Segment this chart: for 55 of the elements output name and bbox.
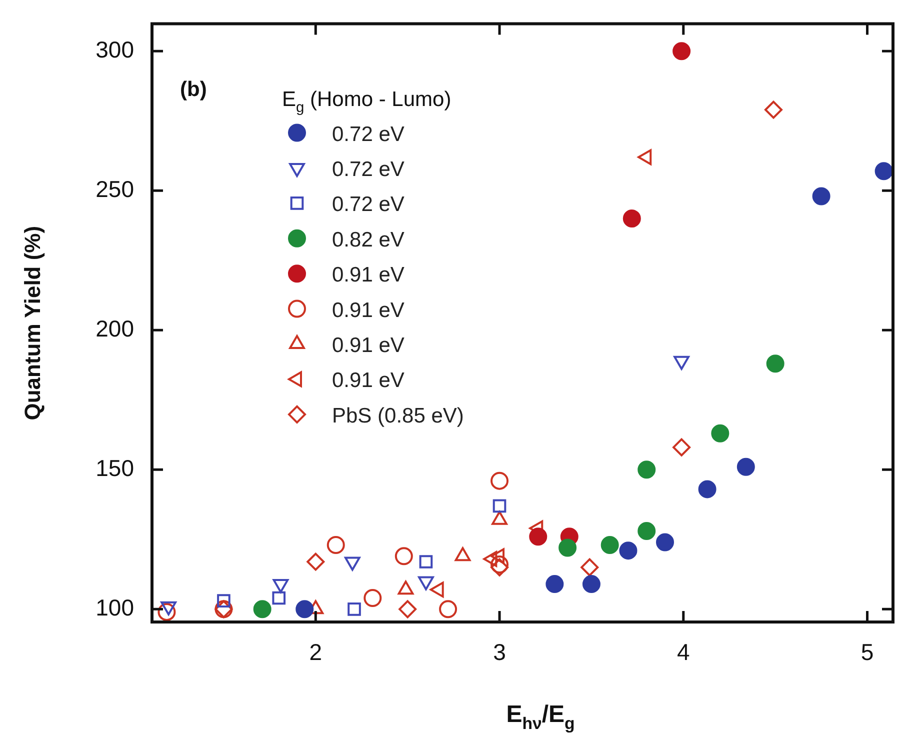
legend-label: 0.72 eV [332, 122, 404, 146]
point [217, 594, 230, 608]
point [580, 558, 599, 576]
annotation: (b) [180, 78, 207, 101]
point [874, 162, 893, 180]
legend-label: 0.72 eV [332, 193, 404, 216]
point [672, 438, 691, 456]
point [158, 602, 176, 621]
point [439, 600, 458, 618]
point [348, 602, 361, 616]
legend-label: 0.91 eV [332, 298, 404, 322]
point [711, 424, 730, 442]
legend-label: 0.72 eV [332, 158, 404, 181]
y-tick-label: 200 [96, 316, 134, 342]
y-tick-label: 150 [96, 455, 134, 482]
legend-label: 0.91 eV [332, 369, 404, 392]
point [492, 499, 506, 513]
point [546, 575, 564, 594]
point [638, 460, 656, 479]
x-tick-label: 2 [309, 639, 322, 666]
point [529, 528, 548, 546]
point [306, 552, 325, 571]
point [253, 600, 272, 618]
point [672, 42, 691, 60]
point [619, 542, 638, 560]
y-tick-label: 100 [96, 594, 134, 621]
x-tick-label: 5 [860, 639, 874, 666]
point [326, 536, 345, 554]
point [698, 480, 716, 498]
y-tick-label: 250 [96, 176, 134, 202]
point [296, 600, 314, 618]
point [490, 472, 509, 490]
point [558, 538, 577, 557]
legend-label: 0.91 eV [332, 334, 404, 357]
point [419, 555, 433, 568]
x-tick-label: 4 [676, 639, 690, 666]
point [364, 589, 382, 608]
point [766, 354, 784, 373]
point [656, 533, 674, 552]
point [272, 591, 286, 605]
point [812, 187, 830, 206]
point [736, 458, 755, 476]
point [600, 536, 619, 554]
point [622, 210, 641, 228]
point [394, 547, 413, 566]
point [398, 600, 417, 618]
legend-label: 0.91 eV [332, 264, 404, 287]
x-tick-label: 3 [493, 639, 506, 666]
y-axis-title: Quantum Yield (%) [20, 226, 45, 420]
point [582, 575, 600, 594]
y-tick-label: 300 [96, 36, 134, 62]
point [764, 100, 782, 119]
legend-label: 0.82 eV [332, 228, 404, 252]
legend-label: PbS (0.85 eV) [332, 404, 464, 428]
point [638, 522, 656, 540]
